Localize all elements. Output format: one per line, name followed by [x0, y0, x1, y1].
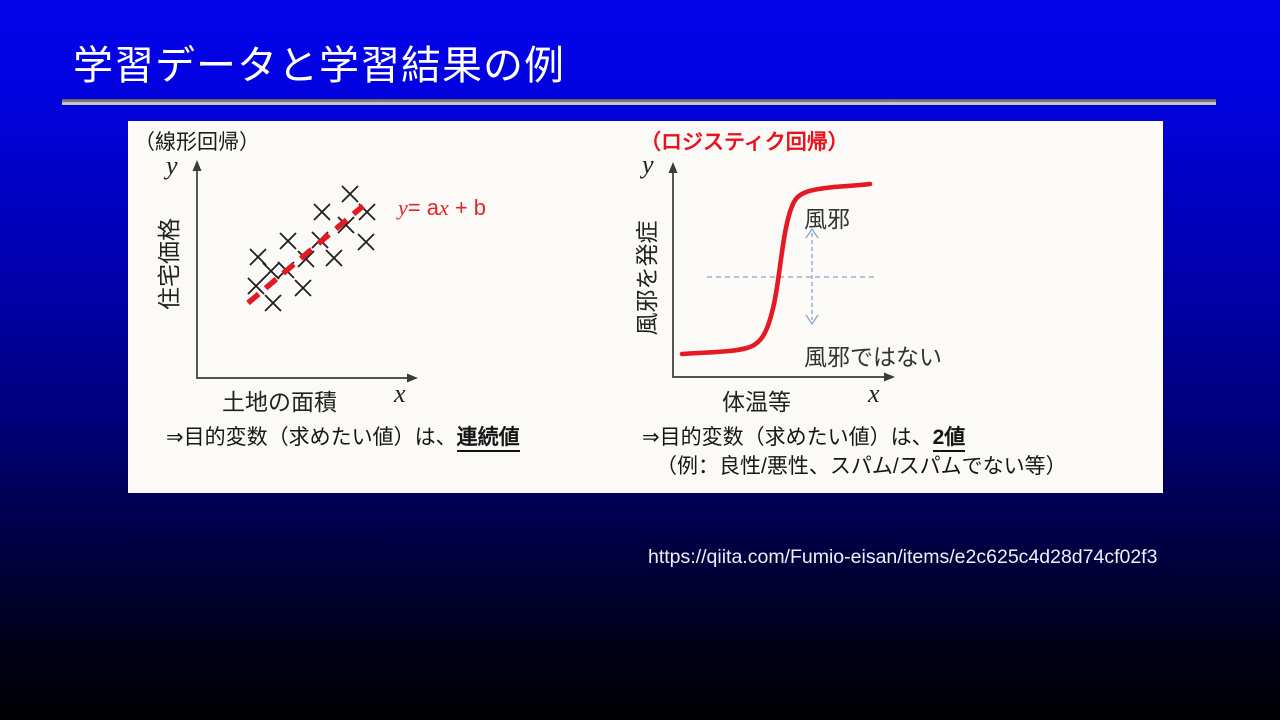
right-y-axis-symbol: y [642, 150, 654, 179]
right-y-arrowhead-icon [668, 162, 678, 173]
scatter-x-mark [357, 233, 375, 251]
scatter-x-mark [294, 279, 312, 297]
negative-class-label: 風邪ではない [804, 344, 942, 370]
scatter-x-mark [264, 294, 282, 312]
equation-y-var: y [398, 195, 408, 220]
left-axes [196, 169, 409, 379]
equation-x-var: x [438, 195, 449, 220]
left-chart-heading: （線形回帰） [134, 131, 260, 154]
scatter-x-mark [337, 216, 355, 234]
content-panel: （線形回帰） y 住宅価格 土地の面積 x y= ax + b ⇒目的変数（求め… [128, 121, 1163, 493]
source-url: https://qiita.com/Fumio-eisan/items/e2c6… [648, 546, 1158, 568]
scatter-x-mark [262, 262, 280, 280]
charts-canvas [192, 160, 895, 383]
down-arrowhead-icon [805, 314, 819, 326]
sigmoid-curve [679, 181, 873, 357]
right-conclusion-note: （例：良性/悪性、スパム/スパムでない等） [656, 455, 1067, 478]
scatter-x-mark [249, 248, 267, 266]
right-conclusion-prefix: ⇒目的変数（求めたい値）は、 [642, 426, 933, 449]
right-conclusion: ⇒目的変数（求めたい値）は、2値 [642, 421, 966, 452]
left-x-axis-symbol: x [394, 379, 406, 408]
left-y-axis-label: 住宅価格 [156, 218, 182, 310]
right-x-axis-symbol: x [868, 379, 880, 408]
right-y-axis-label: 風邪を発症 [634, 220, 660, 336]
regression-dashed-line [246, 203, 365, 306]
scatter-x-mark [341, 185, 359, 203]
right-chart-heading: （ロジスティク回帰） [640, 131, 849, 154]
left-conclusion-prefix: ⇒目的変数（求めたい値）は、 [166, 426, 457, 449]
right-axes [672, 171, 886, 378]
equation-tail: + b [448, 195, 487, 220]
scatter-x-mark [313, 203, 331, 221]
right-conclusion-highlight: 2値 [932, 426, 966, 452]
left-y-axis-symbol: y [166, 151, 178, 180]
right-x-arrowhead-icon [884, 372, 895, 382]
left-x-arrowhead-icon [407, 373, 418, 383]
scatter-x-mark [247, 277, 265, 295]
scatter-x-mark [297, 250, 315, 268]
left-x-axis-label: 土地の面積 [222, 389, 337, 415]
equation-mid: = a [407, 195, 439, 220]
scatter-x-mark [279, 232, 297, 250]
title-underline [62, 99, 1216, 105]
scatter-x-mark [325, 249, 343, 267]
left-conclusion: ⇒目的変数（求めたい値）は、連続値 [166, 421, 520, 452]
right-x-axis-label: 体温等 [722, 389, 791, 415]
page-title: 学習データと学習結果の例 [73, 44, 565, 88]
scatter-points-group [247, 185, 376, 312]
left-conclusion-highlight: 連続値 [456, 426, 520, 452]
left-y-arrowhead-icon [192, 160, 202, 171]
up-arrowhead-icon [805, 227, 819, 239]
regression-equation: y= ax + b [398, 195, 486, 221]
positive-class-label: 風邪 [804, 206, 850, 232]
